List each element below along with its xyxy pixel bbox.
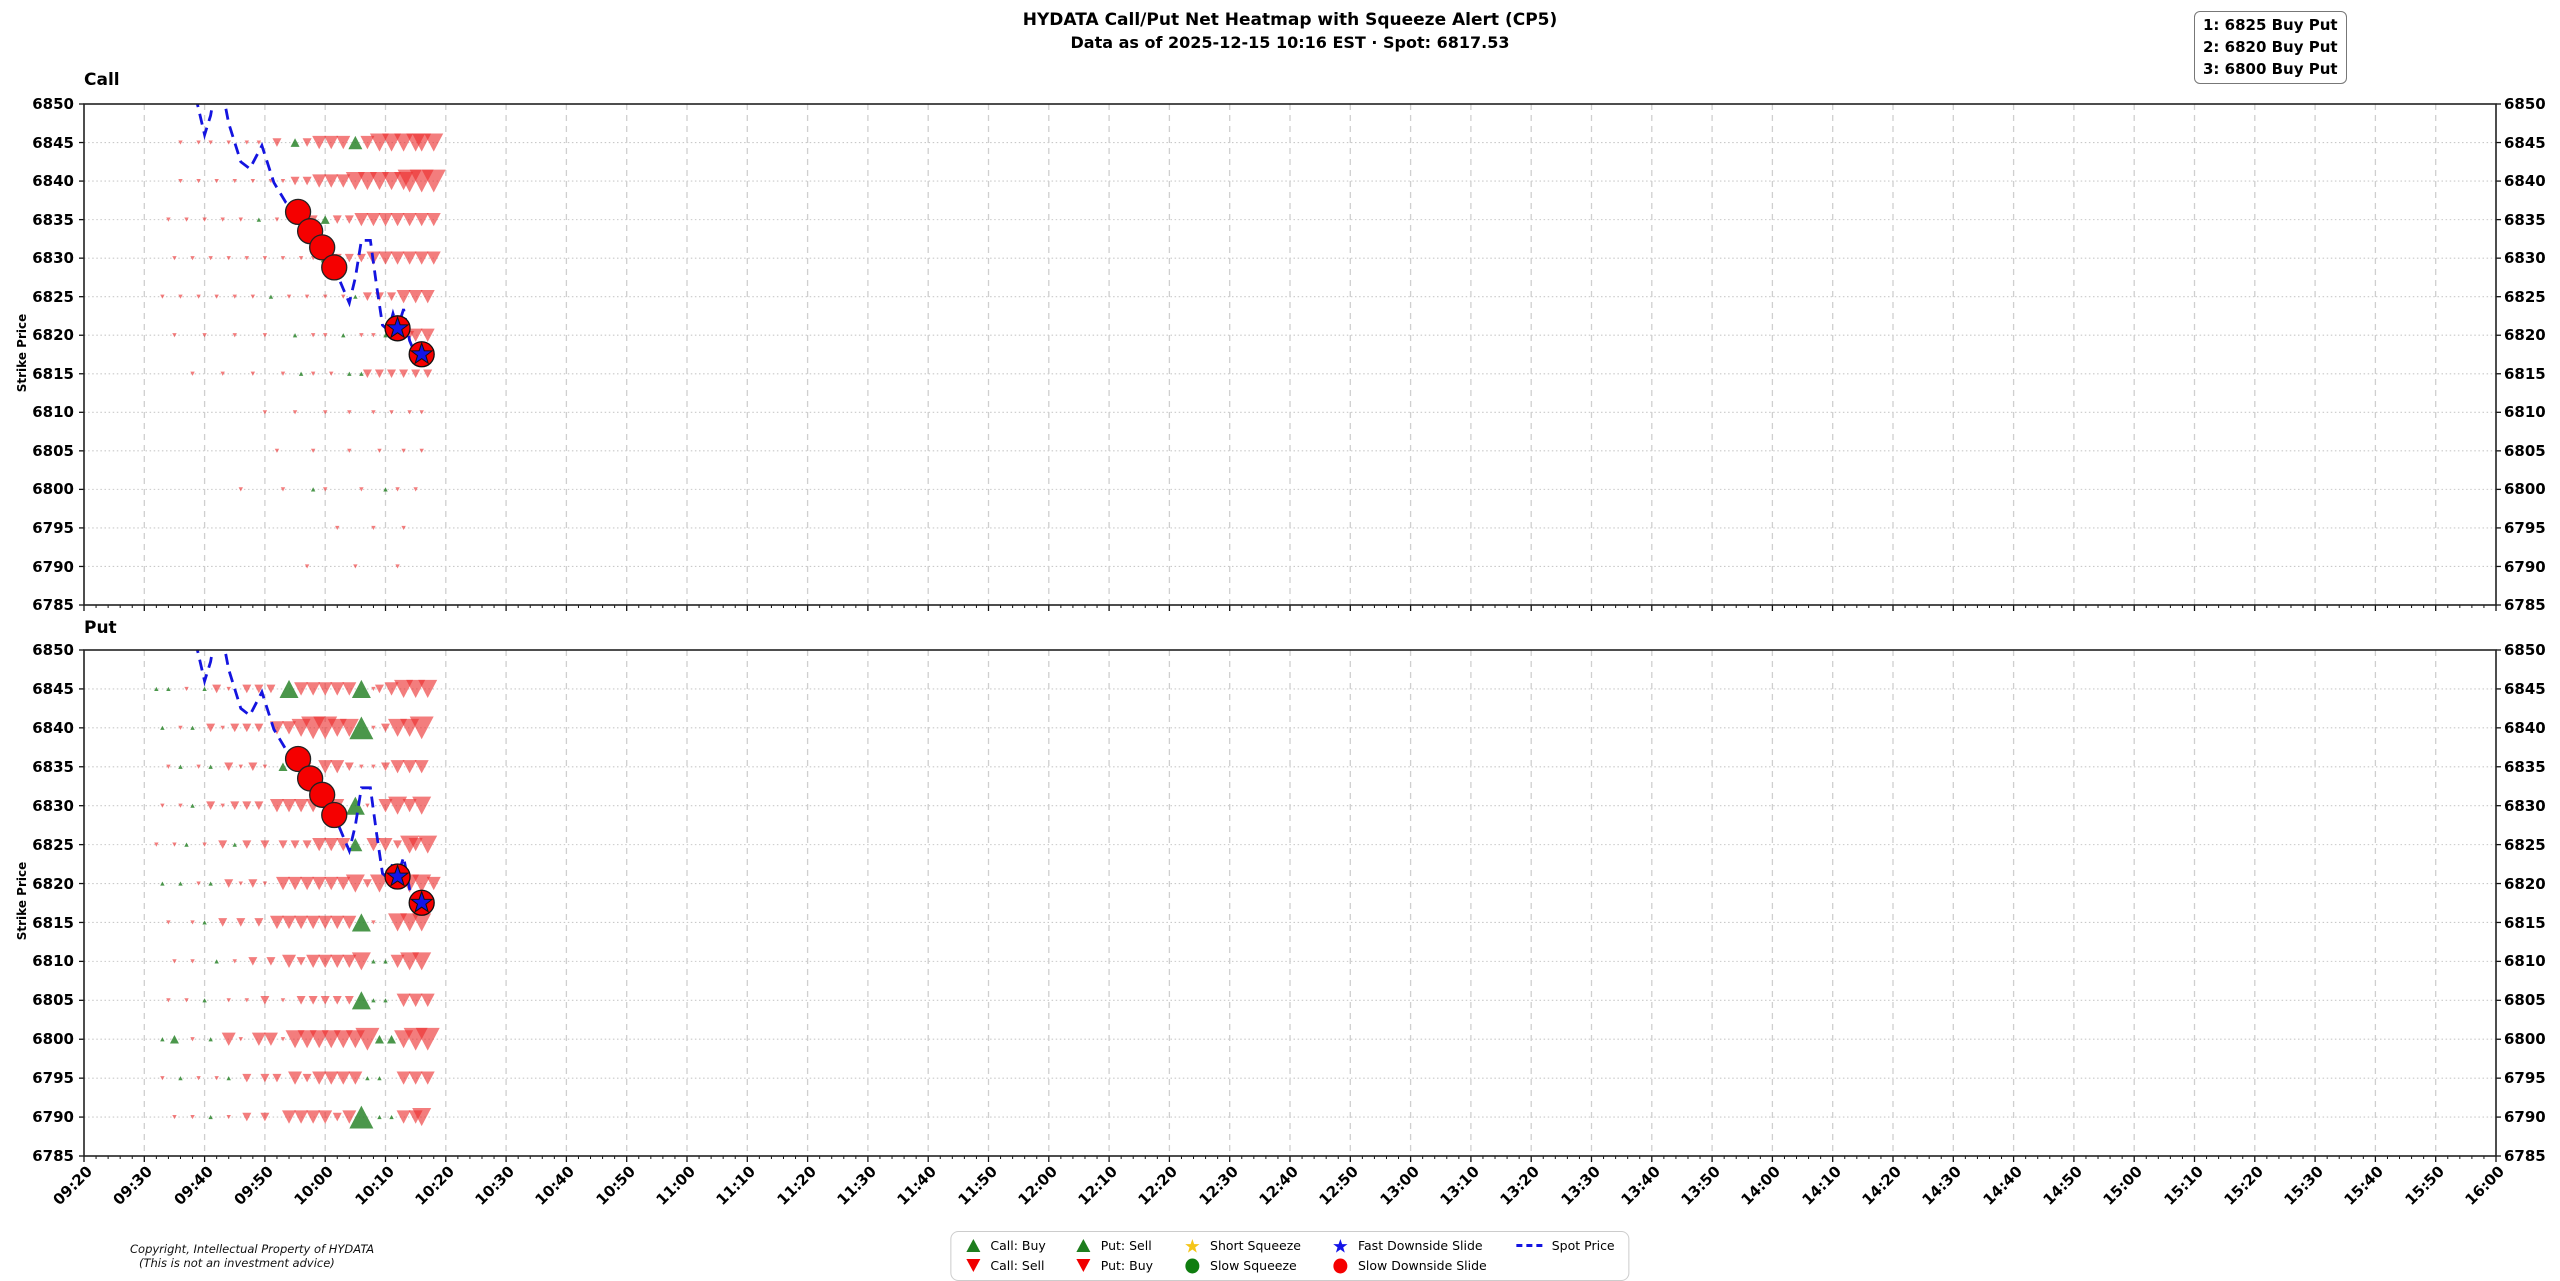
put-y-tick-left-6785: 6785: [32, 1147, 74, 1165]
call-y-tick-left-6795: 6795: [32, 518, 74, 537]
star-blue-icon: [1332, 1238, 1348, 1253]
copyright-line-1: Copyright, Intellectual Property of HYDA…: [130, 1242, 375, 1256]
star-gold-icon: [1184, 1238, 1200, 1253]
legend-item-slow-downside-slide: Slow Downside Slide: [1331, 1257, 1487, 1274]
call-y-tick-left-6815: 6815: [32, 364, 74, 383]
triangle-down-red-icon: [966, 1259, 981, 1272]
call-y-tick-left-6825: 6825: [32, 287, 74, 306]
copyright-line-2: (This is not an investment advice): [139, 1256, 335, 1270]
call-y-tick-right-6800: 6800: [2504, 480, 2546, 499]
call-y-tick-left-6800: 6800: [32, 480, 74, 499]
legend-label: Put: Buy: [1100, 1258, 1154, 1273]
legend-item-fast-downside-slide: Fast Downside Slide: [1331, 1237, 1487, 1254]
call-panel-title: Call: [84, 70, 120, 90]
call-y-tick-right-6795: 6795: [2504, 518, 2546, 537]
put-y-tick-left-6845: 6845: [32, 679, 74, 698]
call-panel-plot: [79, 103, 2501, 611]
legend-item-call-buy: Call: Buy: [965, 1237, 1046, 1254]
chart-header: HYDATA Call/Put Net Heatmap with Squeeze…: [1023, 10, 1558, 52]
call-y-tick-right-6785: 6785: [2504, 596, 2546, 614]
put-y-tick-left-6810: 6810: [32, 952, 74, 971]
put-y-tick-right-6825: 6825: [2504, 835, 2546, 854]
call-y-tick-right-6840: 6840: [2504, 172, 2546, 191]
legend-label: Slow Squeeze: [1210, 1258, 1297, 1273]
legend-item-put-sell: Put: Sell: [1076, 1237, 1153, 1254]
call-y-tick-left-6820: 6820: [32, 326, 74, 345]
alert-line-1: 1: 6825 Buy Put: [2203, 16, 2338, 34]
call-y-tick-right-6820: 6820: [2504, 326, 2546, 345]
legend-label: Call: Buy: [990, 1238, 1046, 1253]
put-y-tick-right-6805: 6805: [2504, 991, 2546, 1010]
legend-item-short-squeeze: Short Squeeze: [1183, 1237, 1301, 1254]
put-y-tick-left-6835: 6835: [32, 757, 74, 776]
triangle-up-green-icon: [1076, 1239, 1091, 1252]
legend-label: Spot Price: [1551, 1238, 1615, 1253]
put-y-tick-left-6825: 6825: [32, 835, 74, 854]
circle-green-icon: [1185, 1258, 1200, 1273]
call-y-tick-left-6850: 6850: [32, 95, 74, 113]
call-y-tick-left-6845: 6845: [32, 133, 74, 152]
legend-item-call-sell: Call: Sell: [965, 1257, 1045, 1274]
legend-label: Put: Sell: [1100, 1238, 1152, 1253]
put-y-tick-left-6800: 6800: [32, 1030, 74, 1049]
page-title: HYDATA Call/Put Net Heatmap with Squeeze…: [1022, 10, 1558, 30]
triangle-up-green-icon: [966, 1239, 981, 1252]
call-y-tick-left-6790: 6790: [32, 557, 74, 576]
call-y-tick-right-6830: 6830: [2504, 249, 2546, 268]
put-y-tick-left-6805: 6805: [32, 991, 74, 1010]
put-y-tick-left-6815: 6815: [32, 913, 74, 932]
put-y-tick-right-6845: 6845: [2504, 679, 2546, 698]
circle-red-icon: [1332, 1258, 1347, 1273]
call-y-tick-right-6805: 6805: [2504, 441, 2546, 460]
alert-line-3: 3: 6800 Buy Put: [2203, 60, 2338, 78]
put-y-tick-right-6795: 6795: [2504, 1069, 2546, 1088]
put-y-tick-right-6785: 6785: [2504, 1147, 2546, 1165]
legend-item-spot-price: Spot Price: [1516, 1237, 1615, 1254]
squeeze-alert-box: 1: 6825 Buy Put 2: 6820 Buy Put 3: 6800 …: [2194, 11, 2347, 84]
put-y-tick-right-6850: 6850: [2504, 641, 2546, 659]
put-y-tick-right-6820: 6820: [2504, 874, 2546, 893]
legend-item-slow-squeeze: Slow Squeeze: [1183, 1257, 1301, 1274]
legend-label: Fast Downside Slide: [1357, 1238, 1483, 1253]
put-y-tick-right-6835: 6835: [2504, 757, 2546, 776]
call-y-tick-right-6845: 6845: [2504, 133, 2546, 152]
put-y-tick-left-6820: 6820: [32, 874, 74, 893]
put-y-tick-right-6800: 6800: [2504, 1030, 2546, 1049]
page-subtitle: Data as of 2025-12-15 10:16 EST · Spot: …: [1070, 33, 1510, 52]
alert-line-2: 2: 6820 Buy Put: [2203, 38, 2338, 56]
call-y-tick-right-6850: 6850: [2504, 95, 2546, 113]
call-y-tick-right-6825: 6825: [2504, 287, 2546, 306]
put-y-tick-left-6790: 6790: [32, 1108, 74, 1127]
put-y-tick-left-6795: 6795: [32, 1069, 74, 1088]
dashed-line-blue-icon: [1516, 1244, 1543, 1247]
put-panel-title: Put: [84, 618, 117, 638]
put-panel-plot: [79, 649, 2501, 1162]
legend-label: Slow Downside Slide: [1357, 1258, 1487, 1273]
call-y-tick-right-6835: 6835: [2504, 210, 2546, 229]
put-y-tick-left-6850: 6850: [32, 641, 74, 659]
legend: Call: Buy Call: Sell Put: Sell Put: Buy …: [950, 1231, 1630, 1281]
put-y-tick-right-6810: 6810: [2504, 952, 2546, 971]
call-y-tick-left-6785: 6785: [32, 596, 74, 614]
legend-label: Short Squeeze: [1210, 1238, 1301, 1253]
put-y-tick-right-6840: 6840: [2504, 718, 2546, 737]
legend-item-put-buy: Put: Buy: [1076, 1257, 1153, 1274]
call-y-tick-left-6810: 6810: [32, 403, 74, 422]
put-y-tick-right-6830: 6830: [2504, 796, 2546, 815]
put-y-tick-right-6790: 6790: [2504, 1108, 2546, 1127]
call-y-tick-left-6835: 6835: [32, 210, 74, 229]
call-y-tick-right-6790: 6790: [2504, 557, 2546, 576]
triangle-down-red-icon: [1076, 1259, 1091, 1272]
call-y-tick-right-6810: 6810: [2504, 403, 2546, 422]
legend-label: Call: Sell: [990, 1258, 1045, 1273]
call-y-tick-left-6805: 6805: [32, 441, 74, 460]
put-y-tick-right-6815: 6815: [2504, 913, 2546, 932]
call-y-tick-left-6830: 6830: [32, 249, 74, 268]
put-y-tick-left-6840: 6840: [32, 718, 74, 737]
call-y-tick-right-6815: 6815: [2504, 364, 2546, 383]
put-y-tick-left-6830: 6830: [32, 796, 74, 815]
copyright-note: Copyright, Intellectual Property of HYDA…: [130, 1242, 374, 1270]
call-y-tick-left-6840: 6840: [32, 172, 74, 191]
